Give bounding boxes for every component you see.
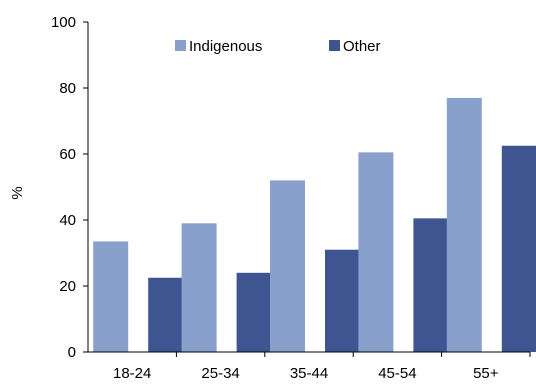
legend: Indigenous Other: [175, 38, 381, 55]
bar-indigenous-25-34: [181, 223, 217, 352]
bar-indigenous-45-54: [358, 152, 394, 352]
y-tick-label: 80: [59, 80, 76, 97]
legend-label-other: Other: [343, 38, 381, 55]
y-ticks-group: 0 20 40 60 80 100: [51, 14, 88, 361]
x-tick-label: 25-34: [201, 365, 239, 382]
x-tick-label: 18-24: [113, 365, 151, 382]
bar-indigenous-35-44: [270, 180, 305, 352]
y-tick-label: 60: [59, 146, 76, 163]
y-tick-label: 40: [59, 212, 76, 229]
x-tick-label: 35-44: [290, 365, 328, 382]
legend-swatch-indigenous: [175, 40, 186, 51]
bar-other-55+: [501, 145, 536, 352]
bar-other-45-54: [413, 218, 449, 352]
y-axis-title: %: [9, 186, 26, 199]
bar-other-35-44: [325, 249, 360, 352]
bar-indigenous-18-24: [93, 241, 129, 352]
legend-swatch-other: [329, 40, 340, 51]
y-tick-label: 100: [51, 14, 76, 31]
y-tick-label: 0: [68, 344, 76, 361]
x-tick-label: 45-54: [378, 365, 416, 382]
bar-other-25-34: [236, 272, 272, 352]
bar-indigenous-55+: [446, 97, 482, 353]
x-tick-label: 55+: [473, 365, 499, 382]
y-tick-label: 20: [59, 278, 76, 295]
bars-group: [93, 97, 536, 353]
x-ticks-group: 18-24 25-34 35-44 45-54 55+: [113, 352, 531, 382]
bar-other-18-24: [148, 277, 184, 352]
axes-group: [87, 22, 530, 353]
legend-label-indigenous: Indigenous: [189, 38, 262, 55]
